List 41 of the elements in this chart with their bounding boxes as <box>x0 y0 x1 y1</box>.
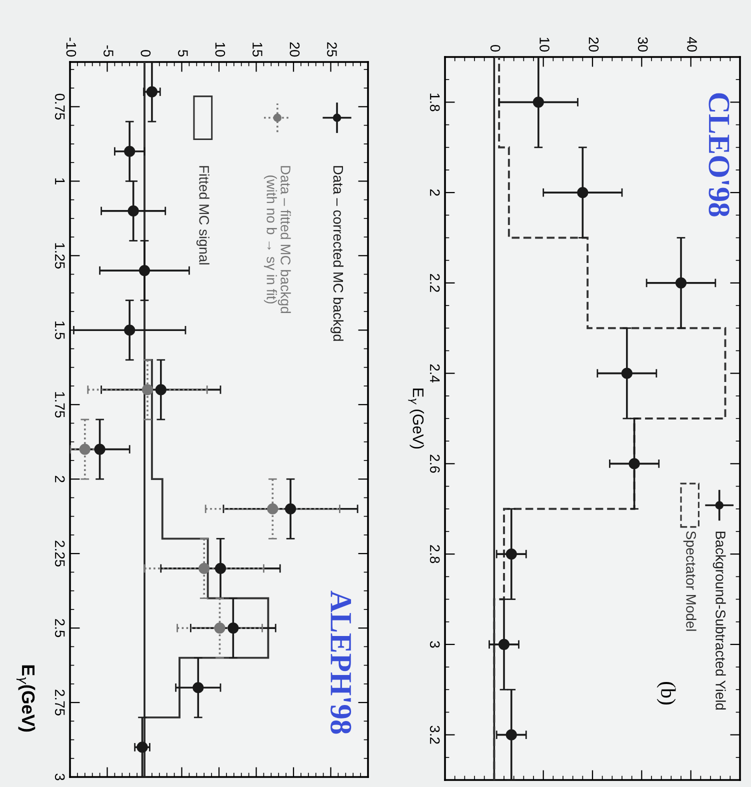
y-axis-title: E$_{γ}$(GeV) <box>16 665 36 732</box>
y-tick-label: 2.25 <box>54 540 65 566</box>
x-tick-label: 5 <box>178 50 188 57</box>
text: Spectator Model <box>683 531 696 631</box>
x-tick-label: 30 <box>638 37 648 52</box>
text: Fitted MC signal <box>196 166 210 264</box>
y-tick-label: 1.8 <box>430 94 440 112</box>
x-tick-label: 0 <box>490 44 500 52</box>
y-tick-label: 1.25 <box>54 243 65 269</box>
y-tick-label: 2.4 <box>430 364 440 383</box>
x-tick-label: 10 <box>540 38 550 52</box>
text: Data – corrected MC backgd <box>330 166 344 341</box>
y-tick-label: 2.6 <box>430 454 440 473</box>
text: Background-Subtracted Yield <box>712 532 726 710</box>
x-tick-label: -10 <box>66 38 76 57</box>
y-tick-label: 3 <box>430 641 440 648</box>
text: Data – fitted MC backgd (with no b → sγ in fit) <box>264 166 291 314</box>
y-tick-label: 1 <box>55 178 65 184</box>
x-tick-label: 15 <box>252 42 262 57</box>
y-tick-label: 1.75 <box>54 392 65 418</box>
y-tick-label: 2.5 <box>54 619 65 638</box>
x-tick-label: 40 <box>687 37 697 52</box>
y-tick-label: 2.75 <box>54 690 65 716</box>
y-tick-label: 3 <box>54 774 65 780</box>
y-tick-label: 2.2 <box>430 274 440 292</box>
y-axis-title: E$_{γ}$ (GeV) <box>408 388 424 449</box>
text: ALEPH'98 <box>330 590 352 734</box>
y-tick-label: 0.75 <box>54 94 65 120</box>
y-tick-label: 1.5 <box>54 322 65 340</box>
y-tick-label: 2 <box>430 189 440 196</box>
annotation: (b) <box>656 682 676 704</box>
x-tick-label: 25 <box>327 42 337 57</box>
text: CLEO'98 <box>708 93 730 216</box>
y-tick-label: 2 <box>55 476 65 482</box>
y-tick-label: 3.2 <box>430 726 440 744</box>
x-tick-label: 20 <box>588 37 599 52</box>
y-tick-label: 2.8 <box>430 545 440 564</box>
x-tick-label: 10 <box>215 42 226 57</box>
x-tick-label: 0 <box>140 50 151 57</box>
x-tick-label: 20 <box>290 42 300 57</box>
x-tick-label: -5 <box>104 45 114 57</box>
